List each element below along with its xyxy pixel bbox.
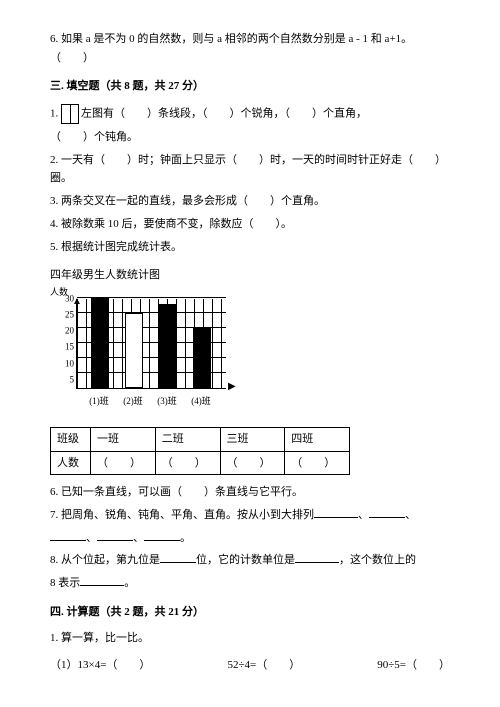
calc-q1-title: 1. 算一算，比一比。 (50, 629, 450, 648)
q8a-text: 8. 从个位起，第九位是 (50, 554, 160, 566)
th-c4: 四班 (285, 427, 350, 451)
ytick: 30 (50, 294, 74, 303)
book-icon (61, 104, 79, 124)
fill-q6: 6. 已知一条直线，可以画（ ）条直线与它平行。 (50, 483, 450, 502)
bar (193, 328, 211, 388)
fill-q2: 2. 一天有（ ）时；钟面上只显示（ ）时，一天的时间时针正好走（ ）圈。 (50, 151, 450, 188)
row-label: 人数 (51, 451, 91, 475)
th-c1: 一班 (91, 427, 156, 451)
th-c3: 三班 (220, 427, 285, 451)
cell: （ ） (285, 451, 350, 475)
q7-dot: 。 (180, 532, 191, 544)
fill-q1-line1: 1. 左图有（ ）条线段，（ ）个锐角，（ ）个直角， (50, 104, 450, 124)
bar (91, 298, 109, 388)
ytick: 25 (50, 311, 74, 320)
bar-chart: 人数 ▲ ▶ 30 25 20 15 10 5 (1)班(2)班(3)班(4)班 (50, 299, 450, 409)
ytick: 10 (50, 359, 74, 368)
blank (50, 529, 86, 541)
stats-table: 班级 一班 二班 三班 四班 人数 （ ） （ ） （ ） （ ） (50, 427, 350, 475)
fill-q4: 4. 被除数乘 10 后，要使商不变，除数应（ ）。 (50, 215, 450, 234)
blank (160, 551, 196, 563)
fill-q8-line2: 8 表示 。 (50, 574, 450, 593)
calc-item: （1）13×4=（ ） (50, 656, 150, 675)
blank (369, 506, 405, 518)
table-row: 人数 （ ） （ ） （ ） （ ） (51, 451, 350, 475)
table-row: 班级 一班 二班 三班 四班 (51, 427, 350, 451)
cell: （ ） (155, 451, 220, 475)
fill-q5: 5. 根据统计图完成统计表。 (50, 238, 450, 257)
fill-q7-line2: 、、。 (50, 529, 450, 548)
calc-row: （1）13×4=（ ） 52÷4=（ ） 90÷5=（ ） (50, 656, 450, 675)
q8d-text: 8 表示 (50, 577, 80, 589)
cell: （ ） (220, 451, 285, 475)
chart-title: 四年级男生人数统计图 (50, 266, 450, 285)
blank (80, 574, 124, 586)
q8e-text: 。 (124, 577, 135, 589)
q8c-text: ，这个数位上的 (339, 554, 416, 566)
cell: （ ） (91, 451, 156, 475)
blank (144, 529, 180, 541)
ytick: 15 (50, 343, 74, 352)
judge-q6: 6. 如果 a 是不为 0 的自然数，则与 a 相邻的两个自然数分别是 a - … (50, 30, 450, 67)
x-labels: (1)班(2)班(3)班(4)班 (76, 394, 226, 409)
q8b-text: 位，它的计数单位是 (196, 554, 295, 566)
fill-q3: 3. 两条交叉在一起的直线，最多会形成（ ）个直角。 (50, 192, 450, 211)
section4-title: 四. 计算题（共 2 题，共 21 分） (50, 603, 450, 622)
ytick: 20 (50, 327, 74, 336)
x-label: (1)班 (82, 394, 116, 409)
th-c2: 二班 (155, 427, 220, 451)
calc-item: 52÷4=（ ） (227, 656, 300, 675)
calc-item: 90÷5=（ ） (377, 656, 450, 675)
q7-text: 7. 把周角、锐角、钝角、平角、直角。按从小到大排列 (50, 509, 314, 521)
fill-q1a-text: 左图有（ ）条线段，（ ）个锐角，（ ）个直角， (81, 108, 367, 120)
fill-q7: 7. 把周角、锐角、钝角、平角、直角。按从小到大排列、、 (50, 506, 450, 525)
th-class: 班级 (51, 427, 91, 451)
blank (97, 529, 133, 541)
x-label: (3)班 (150, 394, 184, 409)
x-label: (4)班 (184, 394, 218, 409)
bar (159, 304, 177, 388)
fill-q1-line2: （ ）个钝角。 (50, 128, 450, 147)
section3-title: 三. 填空题（共 8 题，共 27 分） (50, 77, 450, 96)
fill-q8: 8. 从个位起，第九位是 位，它的计数单位是 ，这个数位上的 (50, 551, 450, 570)
plot-area (76, 299, 226, 389)
ytick: 5 (50, 375, 74, 384)
x-label: (2)班 (116, 394, 150, 409)
bar (125, 313, 143, 388)
blank (295, 551, 339, 563)
blank (314, 506, 358, 518)
y-ticks: 30 25 20 15 10 5 (50, 299, 74, 389)
x-arrow-icon: ▶ (228, 378, 236, 395)
